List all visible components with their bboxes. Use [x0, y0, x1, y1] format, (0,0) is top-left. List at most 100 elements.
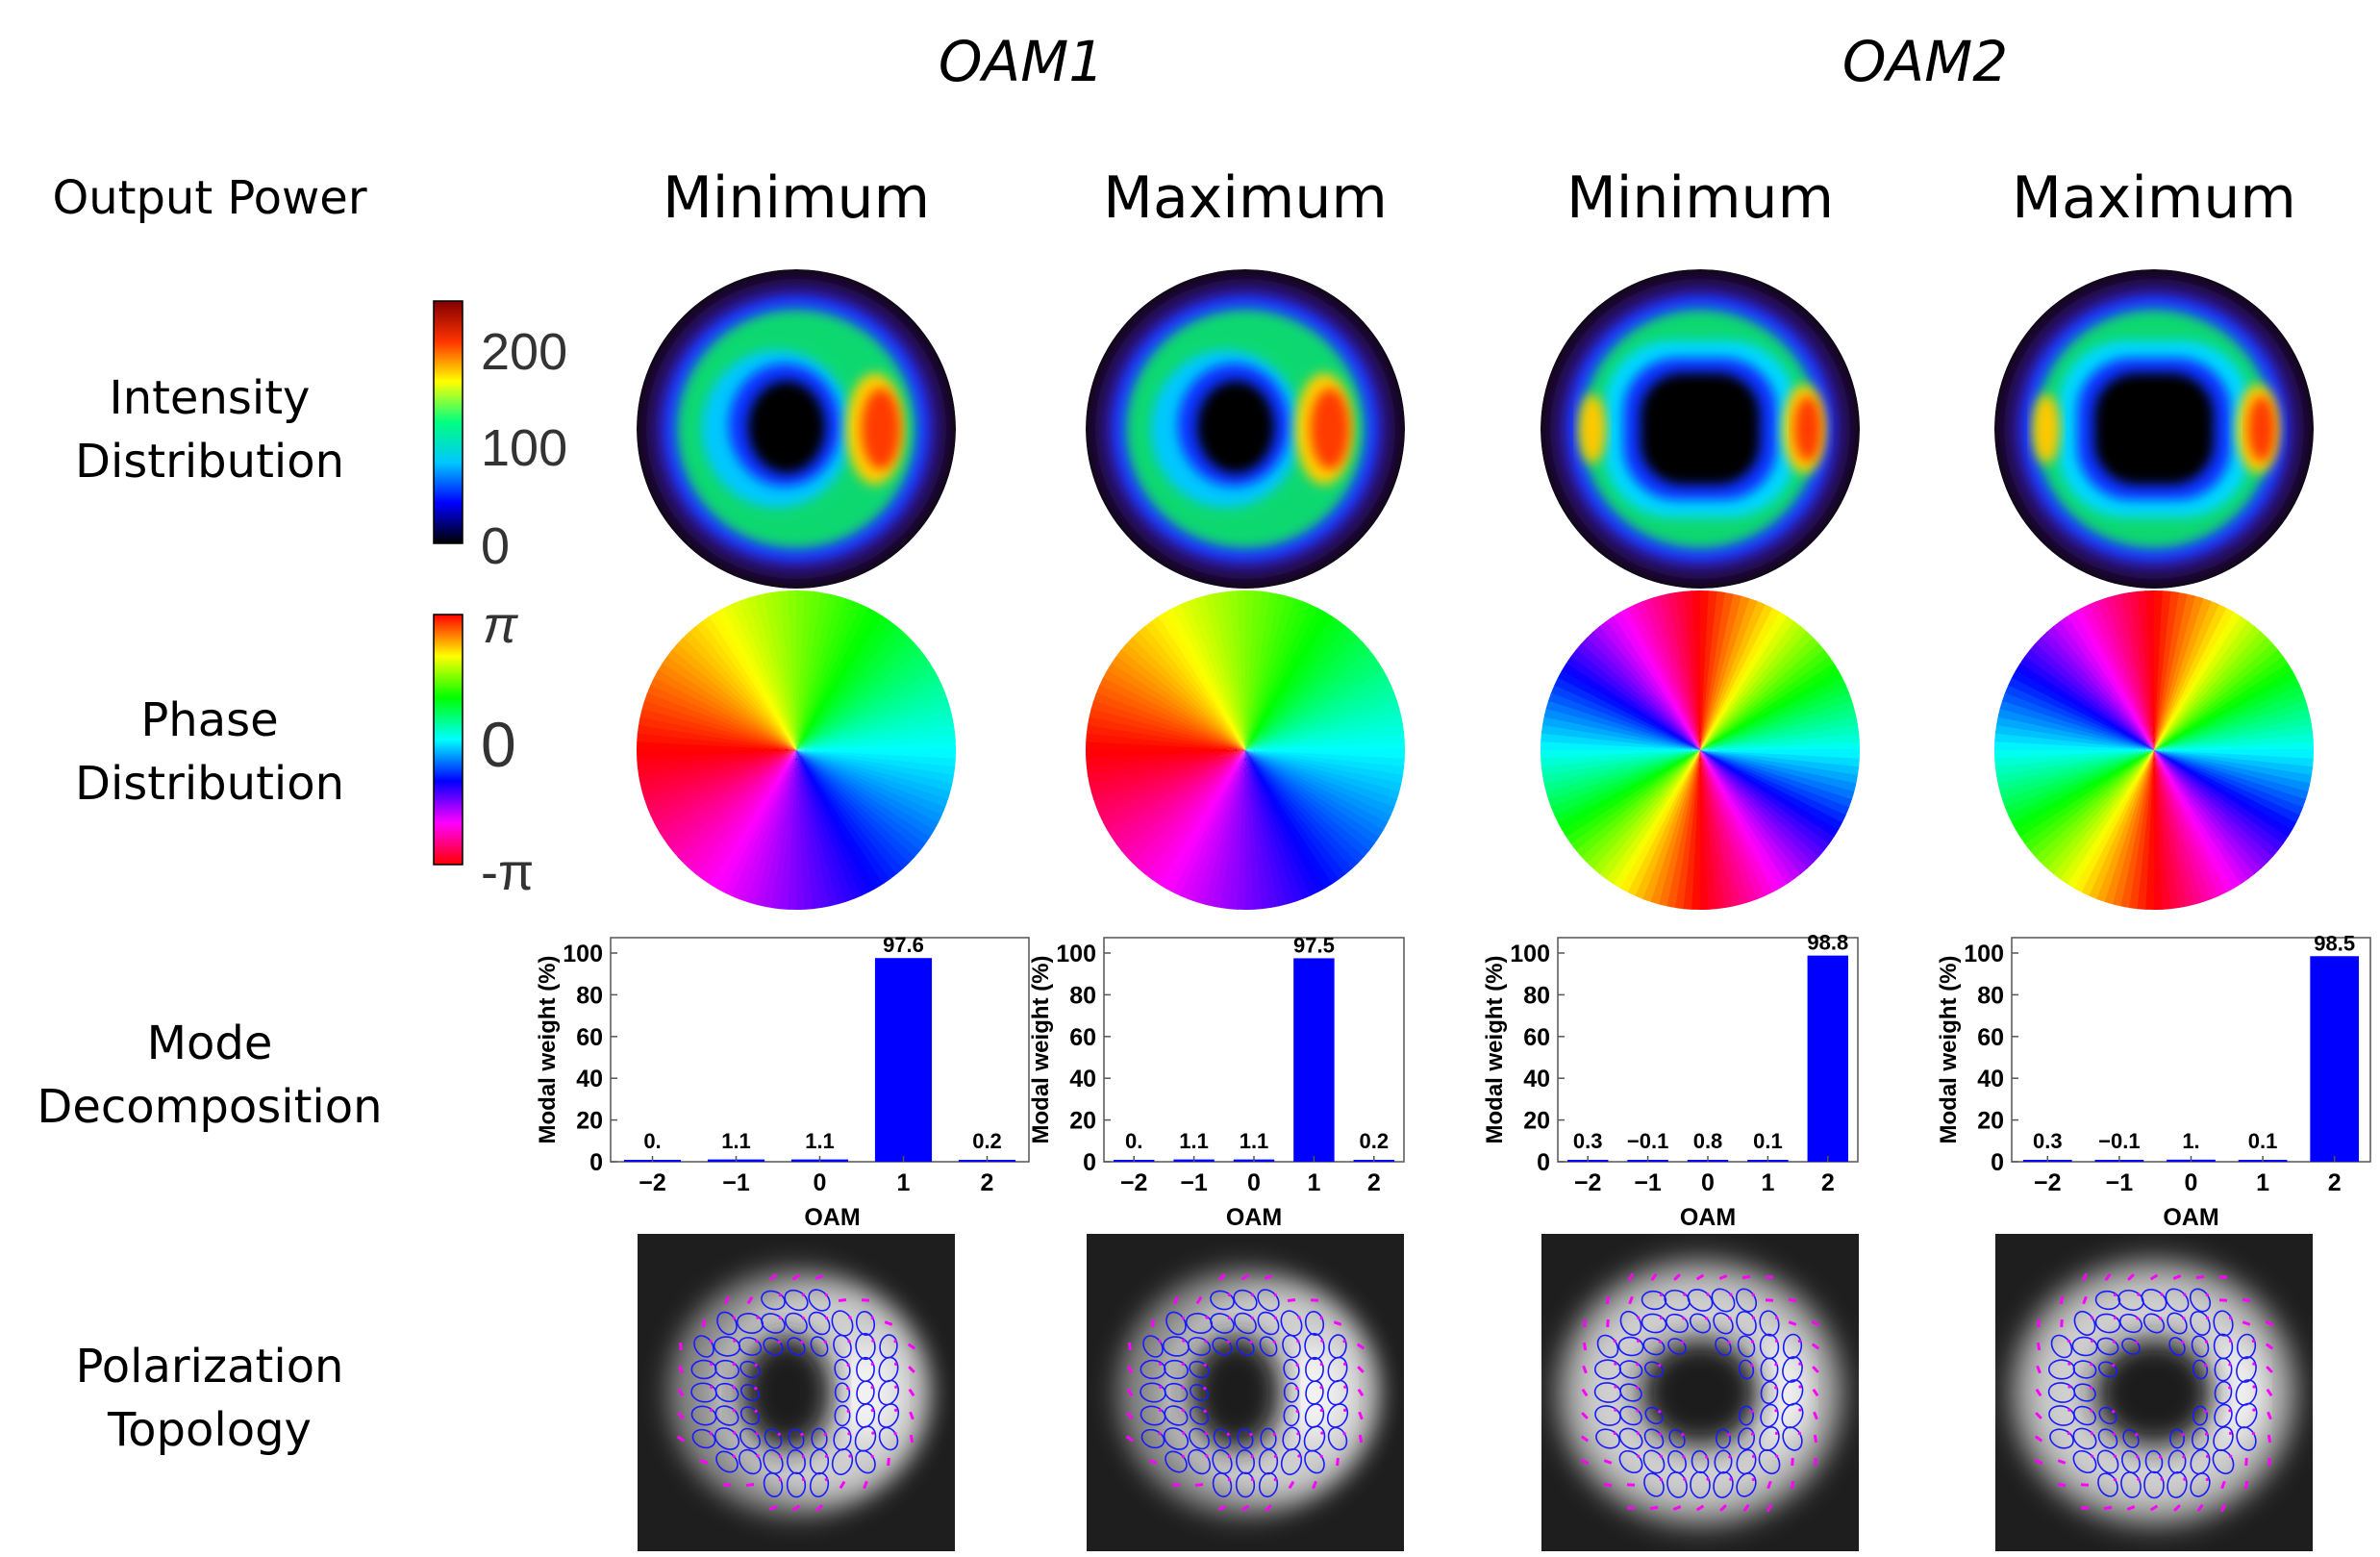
bar-value-label: 1.1	[721, 1129, 751, 1153]
intensity-maps	[637, 269, 2314, 589]
phase-map	[1541, 590, 1860, 910]
y-axis-label: Modal weight (%)	[535, 956, 561, 1144]
x-tick-label: −2	[639, 1169, 666, 1196]
phase-colorbar-tick-0: 0	[481, 709, 516, 780]
row-label-phase-2: Distribution	[75, 757, 344, 811]
y-axis-label: Modal weight (%)	[1936, 956, 1962, 1144]
column-title-oam2-minimum: Minimum	[1566, 164, 1834, 232]
x-tick-label: −2	[1574, 1169, 1602, 1196]
y-tick-label: 20	[1523, 1108, 1550, 1135]
x-tick-label: 1	[1761, 1169, 1774, 1196]
x-axis-label: OAM	[1226, 1204, 1282, 1231]
y-tick-label: 0	[1083, 1149, 1096, 1176]
x-tick-label: 2	[1821, 1169, 1835, 1196]
x-tick-label: 0	[1701, 1169, 1715, 1196]
bar-value-label: −0.1	[1627, 1129, 1668, 1153]
x-axis-label: OAM	[2163, 1204, 2218, 1231]
y-tick-label: 40	[576, 1066, 603, 1092]
intensity-colorbar-tick-0: 0	[481, 517, 510, 575]
y-tick-label: 60	[1977, 1024, 2004, 1051]
bar	[2310, 956, 2360, 1162]
intensity-map	[1541, 269, 1860, 589]
y-tick-label: 80	[1977, 982, 2004, 1009]
phase-colorbar-tick-neg-pi: -π	[481, 843, 534, 901]
x-axis-label: OAM	[1680, 1204, 1736, 1231]
bar-value-label: 1.	[2182, 1129, 2199, 1153]
bar-value-label: 1.1	[1179, 1129, 1209, 1153]
y-tick-label: 0	[1537, 1149, 1550, 1176]
x-tick-label: 2	[981, 1169, 994, 1196]
row-label-intensity-1: Intensity	[110, 371, 311, 425]
bar-value-label: −0.1	[2098, 1129, 2140, 1153]
y-tick-label: 80	[1523, 982, 1550, 1009]
y-tick-label: 0	[1991, 1149, 2004, 1176]
y-tick-label: 0	[589, 1149, 603, 1176]
group-title-oam1: OAM1	[939, 29, 1104, 94]
intensity-colorbar-tick-200: 200	[481, 323, 567, 381]
bar-value-label: 0.2	[972, 1129, 1002, 1153]
intensity-colorbar-tick-100: 100	[481, 419, 567, 477]
row-label-mode-1: Mode	[147, 1017, 273, 1070]
x-tick-label: −2	[1120, 1169, 1148, 1196]
y-tick-label: 40	[1069, 1066, 1096, 1092]
polarization-map	[638, 1234, 955, 1551]
y-tick-label: 100	[563, 941, 603, 967]
y-tick-label: 100	[1510, 941, 1550, 967]
y-tick-label: 20	[576, 1108, 603, 1135]
bar-value-label: 0.3	[2033, 1129, 2063, 1153]
bar-value-label: 97.5	[1293, 933, 1335, 957]
y-tick-label: 60	[1069, 1024, 1096, 1051]
row-label-polarization-2: Topology	[107, 1403, 312, 1457]
intensity-map	[1994, 269, 2314, 589]
phase-colorbar	[433, 614, 463, 866]
bar	[874, 958, 933, 1162]
intensity-map	[1086, 269, 1405, 589]
column-title-oam1-maximum: Maximum	[1103, 164, 1388, 232]
bar-value-label: 0.1	[2248, 1129, 2278, 1153]
x-tick-label: 0	[1247, 1169, 1261, 1196]
y-axis-label: Modal weight (%)	[1028, 956, 1054, 1144]
y-tick-label: 20	[1069, 1108, 1096, 1135]
y-axis-label: Modal weight (%)	[1482, 956, 1508, 1144]
y-tick-label: 80	[1069, 982, 1096, 1009]
bar-value-label: 97.6	[883, 933, 924, 957]
intensity-colorbar	[433, 300, 463, 544]
polarization-maps	[638, 1234, 2313, 1551]
y-tick-label: 40	[1977, 1066, 2004, 1092]
x-tick-label: −1	[1634, 1169, 1662, 1196]
x-tick-label: 1	[1307, 1169, 1320, 1196]
bar-value-label: 0.	[1125, 1129, 1142, 1153]
bar	[1293, 958, 1335, 1162]
polarization-map	[1995, 1234, 2313, 1551]
x-tick-label: 2	[1367, 1169, 1381, 1196]
bar-value-label: 0.8	[1693, 1129, 1723, 1153]
bar-value-label: 0.2	[1360, 1129, 1390, 1153]
bar-value-label: 0.1	[1753, 1129, 1783, 1153]
phase-maps	[637, 590, 2314, 910]
phase-map	[637, 590, 956, 910]
y-tick-label: 20	[1977, 1108, 2004, 1135]
row-label-mode-2: Decomposition	[37, 1080, 382, 1134]
bar-value-label: 98.8	[1807, 931, 1848, 955]
y-tick-label: 60	[1523, 1024, 1550, 1051]
y-tick-label: 60	[576, 1024, 603, 1051]
x-tick-label: 1	[897, 1169, 911, 1196]
bar-value-label: 98.5	[2314, 931, 2355, 955]
row-label-output-power: Output Power	[52, 171, 366, 225]
x-axis-label: OAM	[804, 1204, 860, 1231]
bar	[1807, 955, 1849, 1162]
x-tick-label: 2	[2328, 1169, 2342, 1196]
y-tick-label: 80	[576, 982, 603, 1009]
y-tick-label: 40	[1523, 1066, 1550, 1092]
y-tick-label: 100	[1964, 941, 2004, 967]
x-tick-label: 0	[2185, 1169, 2198, 1196]
row-label-intensity-2: Distribution	[75, 435, 344, 489]
y-tick-label: 100	[1056, 941, 1096, 967]
x-tick-label: 0	[814, 1169, 827, 1196]
